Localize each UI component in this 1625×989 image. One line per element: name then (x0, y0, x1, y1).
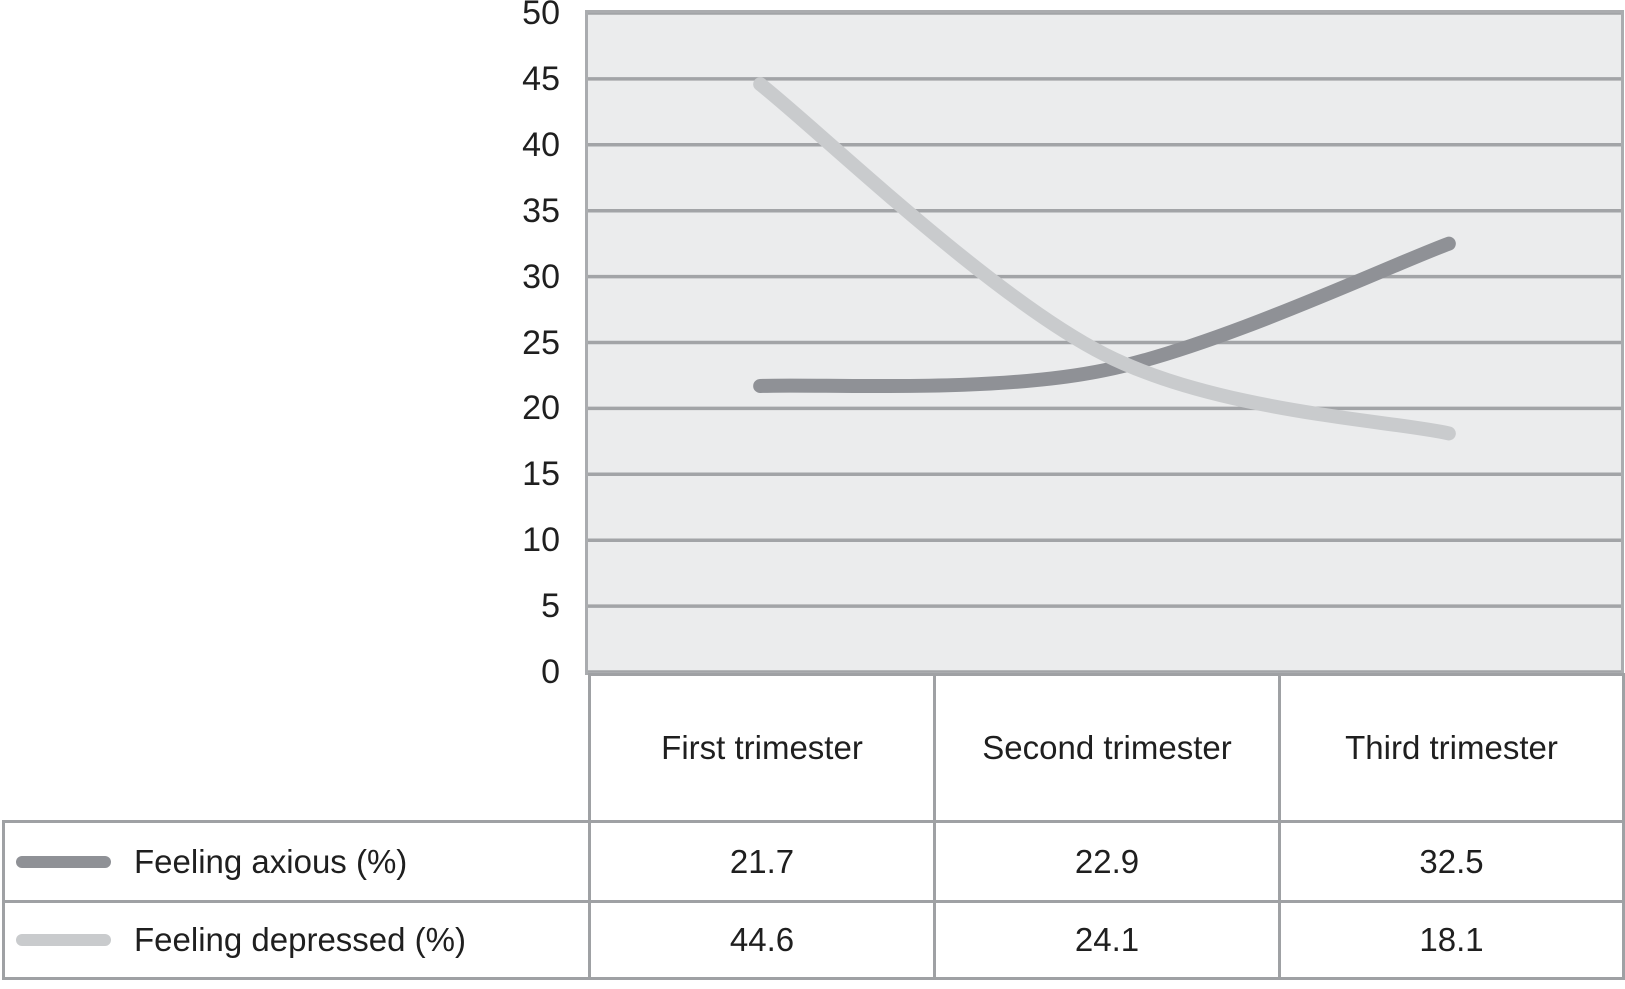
column-header-first-trimester: First trimester (588, 673, 936, 823)
y-tick-label: 45 (522, 59, 560, 98)
plot-area (585, 10, 1624, 675)
y-tick-label: 25 (522, 323, 560, 362)
value-anxious-third: 32.5 (1278, 820, 1625, 903)
legend-line-swatch-depressed (16, 934, 111, 946)
plot-svg (588, 13, 1621, 672)
y-tick-label: 50 (522, 0, 560, 32)
column-header-second-trimester: Second trimester (933, 673, 1281, 823)
value-anxious-second: 22.9 (933, 820, 1281, 903)
legend-label-depressed: Feeling depressed (%) (134, 921, 466, 958)
value-depressed-second: 24.1 (933, 900, 1281, 980)
y-tick-label: 20 (522, 389, 560, 428)
value-anxious-first: 21.7 (588, 820, 936, 903)
legend-cell-feeling-depressed: Feeling depressed (%) (2, 900, 591, 980)
y-tick-label: 40 (522, 125, 560, 164)
legend-cell-feeling-anxious: Feeling axious (%) (2, 820, 591, 903)
table-row-feeling-depressed: Feeling depressed (%) 44.6 24.1 18.1 (2, 900, 1625, 980)
y-tick-label: 0 (541, 653, 560, 691)
gridlines (588, 13, 1621, 672)
value-depressed-first: 44.6 (588, 900, 936, 980)
y-tick-label: 30 (522, 257, 560, 296)
legend-line-swatch-anxious (16, 855, 111, 868)
table-header-row: First trimester Second trimester Third t… (4, 673, 1625, 823)
data-table: First trimester Second trimester Third t… (2, 673, 1625, 980)
table-row-feeling-anxious: Feeling axious (%) 21.7 22.9 32.5 (2, 820, 1625, 903)
y-tick-label: 10 (522, 521, 560, 560)
legend-label-anxious: Feeling axious (%) (134, 842, 408, 880)
column-header-third-trimester: Third trimester (1278, 673, 1625, 823)
y-tick-label: 5 (541, 587, 560, 626)
y-axis: 0 5 10 15 20 25 30 35 40 45 50 (420, 0, 560, 700)
series-lines (753, 77, 1456, 441)
y-tick-label: 15 (522, 455, 560, 494)
value-depressed-third: 18.1 (1278, 900, 1625, 980)
y-tick-label: 35 (522, 191, 560, 230)
table-corner-spacer (4, 675, 590, 822)
